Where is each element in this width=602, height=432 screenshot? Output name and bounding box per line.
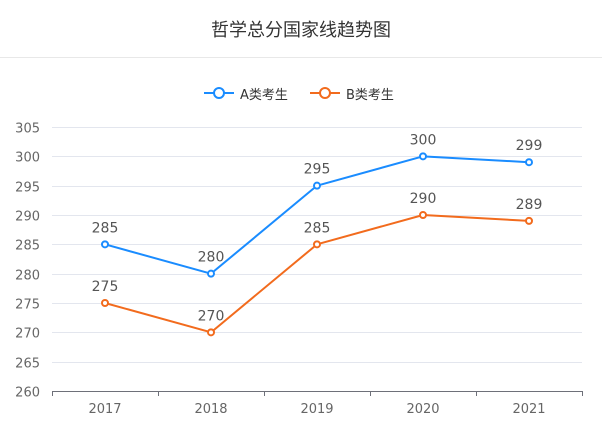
data-label: 299 [516,138,543,154]
data-label: 275 [92,279,119,295]
data-label: 300 [410,132,437,148]
y-tick-label: 290 [15,210,40,225]
chart-title: 哲学总分国家线趋势图 [211,20,391,41]
legend-label-b: B类考生 [346,87,394,103]
data-label: 295 [304,162,331,178]
data-label: 270 [198,308,225,324]
legend-item-b[interactable]: B类考生 [310,83,394,103]
y-tick-label: 265 [15,357,40,372]
data-point [313,240,321,249]
data-point [313,181,321,190]
data-point [525,158,533,167]
x-tick-label: 2019 [300,402,333,417]
data-point [101,299,109,307]
y-tick-label: 300 [15,151,40,166]
y-tick-label: 295 [15,181,40,196]
legend-item-a[interactable]: A类考生 [204,83,288,103]
y-tick-label: 275 [15,298,40,313]
y-tick-label: 270 [15,327,40,342]
data-point [207,269,215,278]
data-point [207,328,215,337]
x-tick-label: 2017 [88,402,121,417]
legend-label-a: A类考生 [240,87,288,103]
data-label: 285 [92,220,119,236]
data-point [101,240,109,249]
legend: A类考生 B类考生 [0,83,602,103]
y-tick-label: 280 [15,269,40,284]
data-point [525,216,533,225]
legend-marker-a [204,83,234,103]
data-label: 289 [516,197,543,213]
data-label: 280 [198,250,225,266]
data-label: 290 [410,191,437,207]
x-tick-label: 2020 [406,402,439,417]
y-tick-label: 305 [15,122,40,137]
x-tick-label: 2021 [512,402,545,417]
data-point [419,211,427,219]
legend-marker-b [310,83,340,103]
y-tick-label: 285 [15,239,40,254]
y-tick-label: 260 [15,386,40,401]
data-point [419,152,427,161]
x-tick-label: 2018 [194,402,227,417]
title-bar: 哲学总分国家线趋势图 [0,0,602,58]
data-label: 285 [304,220,331,236]
